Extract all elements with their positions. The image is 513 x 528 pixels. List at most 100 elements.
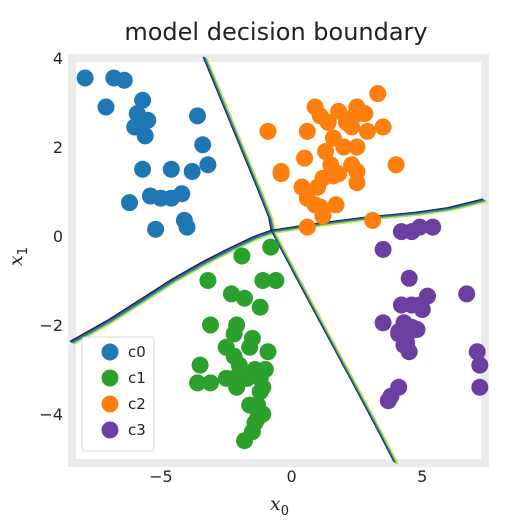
boundary-line-1-3: [73, 232, 276, 345]
point-c1-0: [262, 238, 280, 256]
point-c1-23: [202, 374, 219, 392]
legend-marker-c3: [101, 421, 119, 439]
y-tick-label: 2: [53, 138, 63, 157]
point-c0-22: [147, 220, 165, 238]
chart-title: model decision boundary: [124, 18, 427, 46]
point-c1-17: [230, 356, 248, 374]
point-c1-10: [225, 325, 243, 343]
point-c3-24: [471, 356, 489, 374]
point-c3-28: [379, 392, 397, 410]
point-c2-38: [314, 207, 332, 225]
legend-marker-c0: [101, 343, 119, 361]
point-c0-3: [97, 98, 115, 116]
point-c0-13: [183, 163, 201, 180]
point-c2-35: [327, 196, 345, 214]
point-c2-29: [348, 174, 366, 192]
scatter-points: [76, 69, 489, 450]
point-c1-16: [191, 356, 209, 374]
point-c1-5: [222, 285, 240, 303]
y-tick-label: −2: [39, 316, 63, 335]
boundary-line-3-3: [274, 232, 399, 465]
plot-area: [68, 54, 489, 467]
point-c2-18: [296, 149, 314, 167]
y-axis-label-sub: 1: [16, 247, 31, 255]
legend: c0 c1 c2 c3: [81, 336, 155, 452]
point-c1-7: [251, 298, 269, 316]
point-c1-2: [267, 272, 285, 289]
point-c1-1: [233, 247, 251, 265]
point-c2-3: [259, 122, 277, 140]
legend-label-c3: c3: [128, 421, 146, 439]
y-tick-label: 0: [53, 227, 63, 246]
x-tick-label: 0: [286, 467, 296, 486]
point-c3-5: [400, 269, 418, 287]
point-c2-37: [298, 218, 316, 236]
point-c2-4: [319, 114, 337, 131]
legend-label-c0: c0: [128, 343, 146, 361]
point-c2-11: [369, 85, 387, 103]
point-c0-19: [173, 185, 191, 203]
boundary-line-0-3: [206, 58, 277, 233]
point-c2-15: [317, 143, 335, 160]
point-c1-8: [202, 316, 219, 334]
legend-marker-c1: [101, 369, 119, 387]
point-c1-27: [251, 383, 269, 401]
point-c0-9: [189, 107, 206, 125]
legend-label-c1: c1: [128, 369, 146, 387]
boundary-line-0-0: [202, 56, 273, 231]
point-c1-4: [199, 272, 217, 289]
point-c1-13: [241, 338, 259, 356]
point-c0-5: [134, 91, 152, 109]
point-c0-0: [76, 69, 94, 87]
point-c3-2: [411, 218, 429, 236]
x-axis-label-sub: 0: [281, 504, 289, 519]
boundary-line-0-2: [205, 58, 275, 233]
point-c3-25: [471, 378, 489, 396]
point-c1-24: [189, 374, 206, 392]
y-axis-label-base: x: [5, 255, 27, 266]
point-c3-22: [400, 323, 418, 341]
point-c3-3: [424, 218, 442, 236]
x-axis-label: x0: [270, 493, 289, 519]
point-c2-14: [348, 138, 366, 156]
y-axis-ticks: 4 2 0 −2 −4: [39, 49, 63, 424]
x-tick-label: 5: [417, 467, 427, 486]
point-c2-24: [324, 167, 342, 185]
point-c0-14: [199, 156, 217, 174]
point-c0-10: [194, 136, 212, 154]
point-c0-11: [134, 160, 152, 178]
point-c0-6: [139, 111, 157, 129]
plot-frame: [68, 54, 489, 467]
point-c1-6: [236, 289, 253, 307]
boundary-line-1-0: [69, 229, 272, 343]
legend-marker-c2: [101, 395, 119, 413]
point-c1-28: [228, 378, 246, 396]
point-c3-4: [374, 240, 392, 258]
legend-box: [81, 336, 155, 452]
point-c0-2: [115, 71, 133, 89]
point-c3-7: [458, 285, 476, 303]
x-axis-ticks: −5 0 5: [149, 467, 427, 486]
point-c1-35: [236, 432, 253, 450]
point-c3-23: [468, 343, 486, 361]
point-c3-12: [374, 314, 392, 332]
point-c2-17: [374, 118, 392, 136]
y-tick-label: 4: [53, 49, 63, 68]
y-tick-label: −4: [39, 405, 63, 424]
boundary-line-1-1: [70, 230, 273, 344]
point-c2-30: [387, 156, 405, 174]
point-c2-31: [272, 165, 290, 183]
point-c1-14: [259, 343, 277, 361]
legend-label-c2: c2: [128, 395, 146, 413]
point-c0-21: [178, 218, 196, 236]
point-c1-30: [241, 396, 259, 414]
boundary-line-1-2: [72, 231, 275, 344]
point-c0-15: [121, 194, 138, 212]
x-tick-label: −5: [149, 467, 173, 486]
point-c2-13: [335, 138, 353, 156]
point-c2-16: [358, 122, 376, 140]
point-c2-36: [364, 211, 382, 229]
point-c1-3: [254, 272, 272, 289]
point-c2-8: [343, 118, 361, 136]
